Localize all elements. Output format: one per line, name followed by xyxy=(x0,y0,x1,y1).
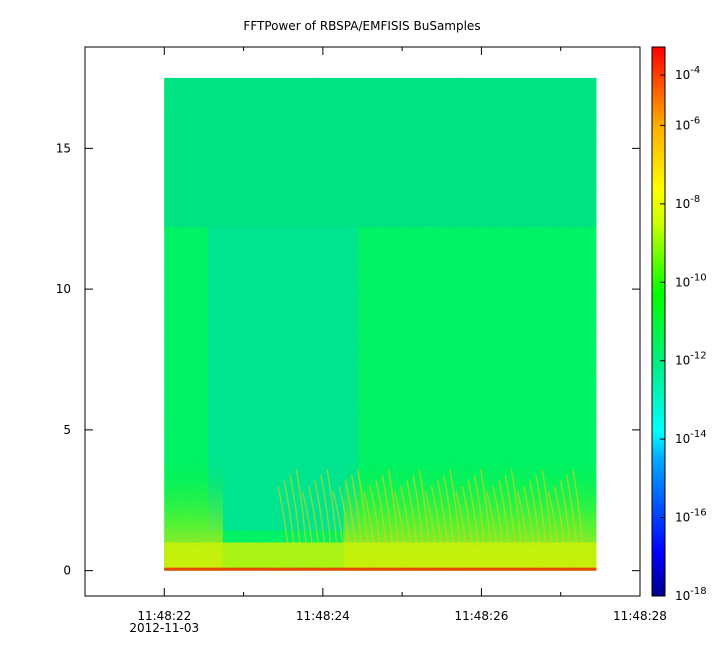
plot-area: 11:48:22 11:48:24 11:48:26 11:48:28 2012-11-… xyxy=(56,46,667,635)
y-tick-label: 10 xyxy=(56,282,71,296)
spectrogram-image xyxy=(164,77,597,571)
x-tick-label: 11:48:28 xyxy=(613,609,667,623)
chart-title: FFTPower of RBSPA/EMFISIS BuSamples xyxy=(243,19,480,33)
colorbar-tick-label: 10-4 xyxy=(675,65,700,82)
colorbar: 10-4 10-6 10-8 10-10 10-12 10-14 10-16 10-18 xyxy=(651,46,707,603)
y-tick-label: 15 xyxy=(56,141,71,155)
x-tick-label: 11:48:24 xyxy=(296,609,350,623)
colorbar-tick-label: 10-10 xyxy=(675,272,707,289)
y-axis: 0 5 10 15 xyxy=(56,141,640,578)
x-tick-label: 11:48:26 xyxy=(454,609,508,623)
heatmap-noise xyxy=(164,77,597,571)
colorbar-tick-label: 10-16 xyxy=(675,508,707,525)
colorbar-tick-label: 10-18 xyxy=(675,586,707,603)
colorbar-ticks: 10-4 10-6 10-8 10-10 10-12 10-14 10-16 10-18 xyxy=(660,65,707,603)
x-tick-label: 11:48:22 xyxy=(137,609,191,623)
colorbar-tick-label: 10-8 xyxy=(675,194,700,211)
colorbar-tick-label: 10-6 xyxy=(675,115,700,132)
x-axis: 11:48:22 11:48:24 11:48:26 11:48:28 2012-11-… xyxy=(84,47,667,635)
x-date-label: 2012-11-03 xyxy=(129,621,199,635)
colorbar-tick-label: 10-14 xyxy=(675,429,707,446)
y-tick-label: 0 xyxy=(63,564,71,578)
colorbar-tick-label: 10-12 xyxy=(675,351,707,368)
y-tick-label: 5 xyxy=(63,423,71,437)
colorbar-gradient xyxy=(651,46,666,597)
